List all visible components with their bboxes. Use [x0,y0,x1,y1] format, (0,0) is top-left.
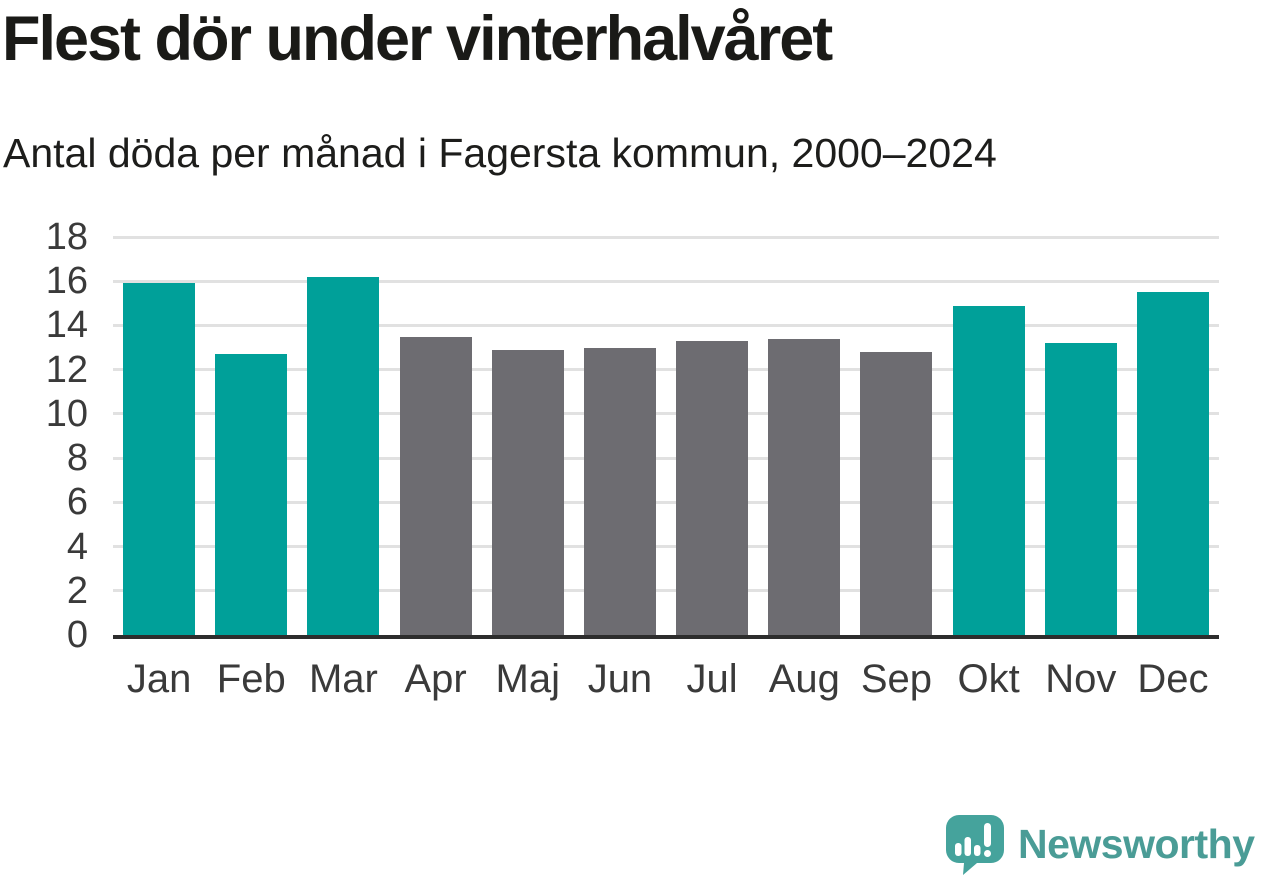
bar-okt [952,305,1025,635]
plot-area [113,235,1219,639]
chart-title: Flest dör under vinterhalvåret [2,4,833,74]
y-tick-label-4: 4 [66,525,88,568]
newsworthy-logo: Newsworthy [943,812,1255,876]
bar-mar [307,276,380,635]
y-tick-label-16: 16 [45,260,88,303]
bar-slot-sep [850,237,942,635]
bar-maj [491,349,564,635]
x-tick-label-apr: Apr [404,657,467,701]
bar-jan [123,283,196,635]
bar-slot-apr [390,237,482,635]
logo-bar-3 [974,845,981,856]
y-tick-label-10: 10 [45,392,88,435]
x-tick-label-dec: Dec [1137,657,1209,701]
gridline-2 [113,589,1219,593]
y-tick-label-0: 0 [66,614,88,656]
y-tick-label-14: 14 [45,304,88,347]
logo-exclamation-dot [984,850,991,857]
chart-subtitle: Antal döda per månad i Fagersta kommun, … [3,130,997,176]
bar-feb [215,354,288,635]
logo-bar-2 [964,837,971,856]
bar-sep [860,351,933,635]
bar-nov [1044,343,1117,635]
x-tick-label-jun: Jun [587,657,653,701]
x-tick-label-jan: Jan [126,657,192,701]
x-tick-label-feb: Feb [216,657,286,701]
x-tick-label-sep: Sep [860,657,933,701]
newsworthy-speech-bubble-icon [946,815,1004,875]
x-tick-label-jul: Jul [686,657,738,701]
x-tick-label-aug: Aug [768,657,840,701]
x-tick-label-okt: Okt [957,657,1020,701]
logo-bar-1 [955,843,962,856]
newsworthy-logo-text: Newsworthy [1018,820,1255,867]
y-tick-label-8: 8 [66,437,88,480]
bar-slot-maj [482,237,574,635]
gridline-8 [113,456,1219,460]
bar-slot-jun [574,237,666,635]
x-axis: Jan Feb Mar Apr Maj Jun Jul Aug Sep Okt Nov Dec [113,655,1219,703]
bar-jun [583,347,656,635]
bar-aug [768,338,841,635]
bar-slot-jan [113,237,205,635]
bar-dec [1136,292,1209,635]
gridline-18 [113,235,1219,239]
y-tick-label-2: 2 [66,569,88,612]
bar-series [113,237,1219,635]
bar-slot-aug [758,237,850,635]
bar-slot-feb [205,237,297,635]
y-axis: 0 2 4 6 8 10 12 14 16 18 [0,218,88,654]
bar-jul [676,340,749,635]
y-tick-label-18: 18 [45,216,88,258]
gridline-16 [113,279,1219,283]
x-tick-label-nov: Nov [1045,657,1117,701]
gridline-4 [113,545,1219,549]
bar-slot-nov [1035,237,1127,635]
x-tick-label-mar: Mar [308,657,378,701]
y-tick-label-6: 6 [66,481,88,524]
bar-apr [399,336,472,635]
logo-exclamation-bar [984,823,991,847]
bar-slot-okt [943,237,1035,635]
gridline-12 [113,368,1219,372]
x-tick-label-maj: Maj [495,657,560,701]
bar-slot-dec [1127,237,1219,635]
y-tick-label-12: 12 [45,348,88,391]
bar-slot-mar [297,237,389,635]
gridline-14 [113,323,1219,327]
bar-slot-jul [666,237,758,635]
gridline-10 [113,412,1219,416]
gridline-6 [113,500,1219,504]
